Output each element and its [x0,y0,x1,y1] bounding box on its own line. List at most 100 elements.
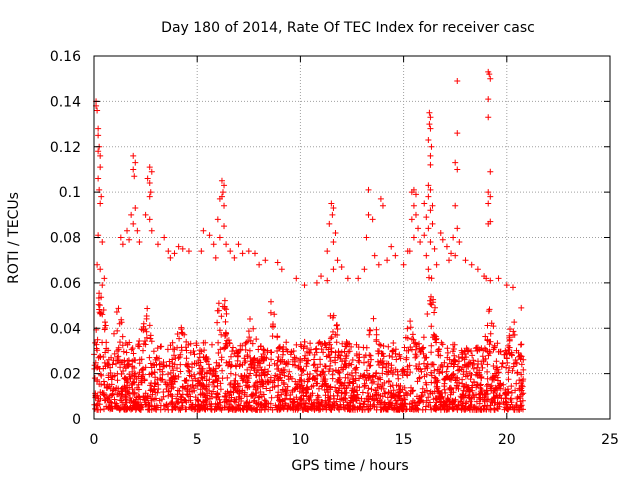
data-point [439,236,446,243]
y-tick-label: 0.16 [50,49,81,65]
data-point [338,263,345,270]
data-point [148,227,155,234]
data-point [198,248,205,255]
data-point [216,195,223,202]
data-point [483,275,490,282]
data-point [235,241,242,248]
data-point [216,234,223,241]
y-tick-label: 0 [72,412,81,428]
data-point [132,205,139,212]
data-point [503,282,510,289]
data-point [485,220,492,227]
data-point [425,193,432,200]
x-tick-label: 25 [601,432,619,448]
data-point [95,148,102,155]
data-point [400,261,407,268]
data-point [487,193,494,200]
x-tick-label: 15 [395,432,413,448]
data-point [221,202,228,209]
data-point [131,173,138,180]
data-point [410,234,417,241]
data-point [487,168,494,175]
data-point [344,275,351,282]
data-point [330,205,337,212]
data-point [148,168,155,175]
data-point [293,275,300,282]
data-point [377,195,384,202]
data-point [437,229,444,236]
data-point [161,234,168,241]
data-point [427,161,434,168]
data-point [146,164,153,171]
data-point [388,243,395,250]
data-point [99,282,106,289]
y-tick-label: 0.14 [50,94,81,110]
data-point [454,225,461,232]
data-point [99,239,106,246]
data-point [97,266,104,273]
data-point [433,261,440,268]
data-point [462,257,469,264]
data-point [379,202,386,209]
data-point [355,275,362,282]
data-point [361,266,368,273]
y-tick-label: 0.02 [50,367,81,383]
data-point [130,220,137,227]
data-point [218,177,225,184]
y-tick-label: 0.06 [50,276,81,292]
data-point [426,109,433,116]
data-point [101,275,108,282]
data-point [454,77,461,84]
data-point [278,266,285,273]
data-point [456,239,463,246]
data-point [330,239,337,246]
data-point [412,211,419,218]
data-point [428,143,435,150]
data-point [126,236,133,243]
data-point [423,214,430,221]
x-tick-label: 5 [193,432,202,448]
y-tick-label: 0.12 [50,140,81,156]
data-point [128,211,135,218]
data-point [485,114,492,121]
data-point [427,239,434,246]
data-point [410,202,417,209]
data-point [485,200,492,207]
data-point [221,223,228,230]
data-point [487,277,494,284]
data-point [495,275,502,282]
data-point [431,245,438,252]
data-point [165,248,172,255]
data-point [142,211,149,218]
data-point [97,152,104,159]
data-point [324,248,331,255]
data-point [220,189,226,196]
data-point [154,241,161,248]
dense-point-cloud [91,274,527,413]
data-point [468,261,475,268]
data-point [329,211,336,218]
data-point [144,175,151,182]
data-point [332,229,339,236]
data-point [421,232,428,239]
data-point [452,202,459,209]
data-point [98,193,105,200]
data-point [454,166,461,173]
data-point [410,186,417,193]
data-point [425,225,432,232]
data-point [509,284,516,291]
data-point [485,96,492,103]
data-point [406,248,413,255]
data-point [206,232,213,239]
data-point [443,243,450,250]
data-point [421,200,428,207]
data-point [518,304,525,311]
data-point [95,125,102,132]
data-point [427,207,434,214]
data-point [417,239,424,246]
data-point [425,182,432,189]
data-point [330,266,337,273]
data-point [212,254,219,261]
data-point [256,261,263,268]
